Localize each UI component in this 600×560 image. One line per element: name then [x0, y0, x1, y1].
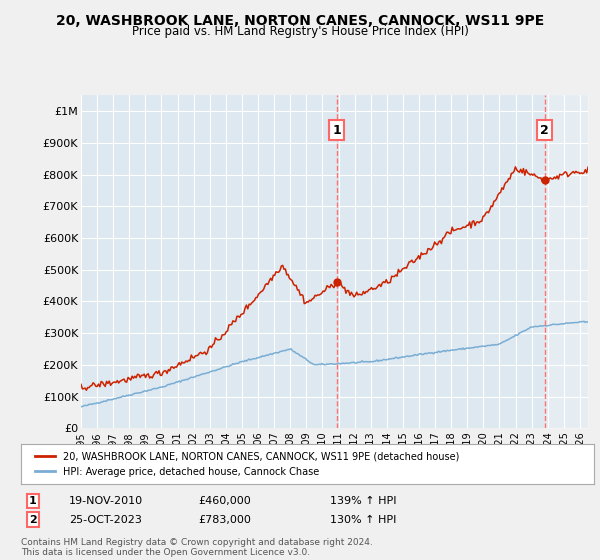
Text: 1: 1: [332, 124, 341, 137]
Text: £460,000: £460,000: [198, 496, 251, 506]
Legend: 20, WASHBROOK LANE, NORTON CANES, CANNOCK, WS11 9PE (detached house), HPI: Avera: 20, WASHBROOK LANE, NORTON CANES, CANNOC…: [32, 448, 463, 480]
Text: 139% ↑ HPI: 139% ↑ HPI: [330, 496, 397, 506]
Text: 130% ↑ HPI: 130% ↑ HPI: [330, 515, 397, 525]
Text: £783,000: £783,000: [198, 515, 251, 525]
Text: 25-OCT-2023: 25-OCT-2023: [69, 515, 142, 525]
Text: Price paid vs. HM Land Registry's House Price Index (HPI): Price paid vs. HM Land Registry's House …: [131, 25, 469, 38]
Text: 20, WASHBROOK LANE, NORTON CANES, CANNOCK, WS11 9PE: 20, WASHBROOK LANE, NORTON CANES, CANNOC…: [56, 14, 544, 28]
Text: 1: 1: [29, 496, 37, 506]
Text: 2: 2: [29, 515, 37, 525]
Text: 2: 2: [541, 124, 549, 137]
Text: Contains HM Land Registry data © Crown copyright and database right 2024.
This d: Contains HM Land Registry data © Crown c…: [21, 538, 373, 557]
Text: 19-NOV-2010: 19-NOV-2010: [69, 496, 143, 506]
